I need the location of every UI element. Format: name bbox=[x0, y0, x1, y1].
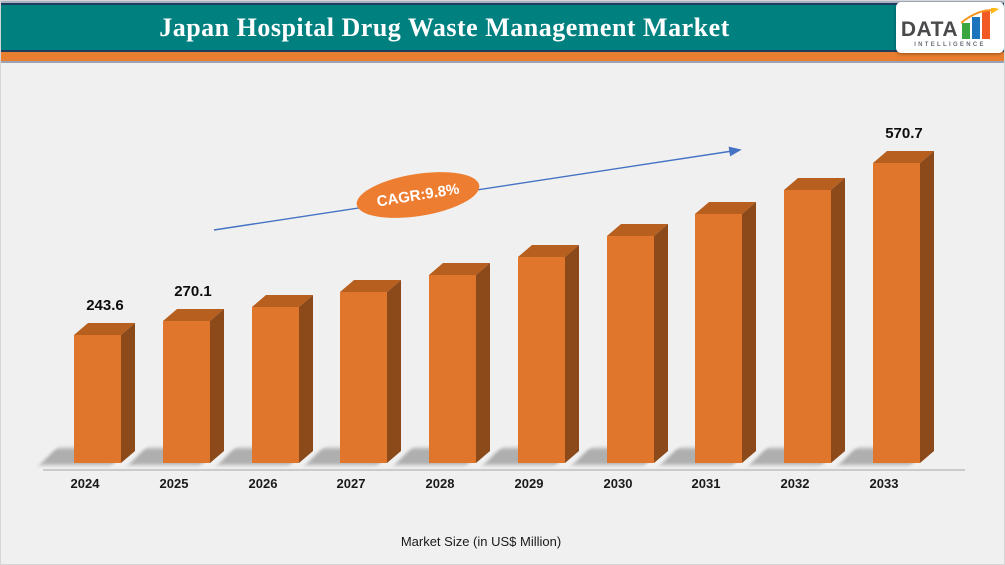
bar-front-face bbox=[74, 335, 121, 463]
x-tick-label-2033: 2033 bbox=[869, 476, 899, 491]
bar-front-face bbox=[163, 321, 210, 463]
bar-2029 bbox=[518, 245, 580, 463]
bar-front-face bbox=[429, 275, 476, 463]
header-accent-stripe bbox=[1, 52, 1004, 63]
logo-intelligence-wordmark: INTELLIGENCE bbox=[914, 41, 986, 48]
cagr-badge: CAGR:9.8% bbox=[353, 164, 483, 226]
bar-2033 bbox=[873, 151, 935, 463]
x-tick-label-2026: 2026 bbox=[248, 476, 278, 491]
x-tick-label-2027: 2027 bbox=[336, 476, 366, 491]
bar-2028 bbox=[429, 263, 491, 463]
bar-side-face bbox=[742, 202, 756, 463]
bar-side-face bbox=[476, 263, 490, 463]
bar-2032 bbox=[784, 178, 846, 463]
bar-side-face bbox=[565, 245, 579, 463]
brand-logo: DATA INTELLIGENCE bbox=[896, 2, 1004, 53]
x-tick-label-2025: 2025 bbox=[159, 476, 189, 491]
x-tick-label-2028: 2028 bbox=[425, 476, 455, 491]
bar-side-face bbox=[121, 323, 135, 463]
x-axis-line bbox=[43, 469, 965, 471]
bar-front-face bbox=[695, 214, 742, 463]
axis-caption: Market Size (in US$ Million) bbox=[400, 534, 562, 549]
header-bar: Japan Hospital Drug Waste Management Mar… bbox=[1, 1, 1004, 63]
bar-2027 bbox=[340, 280, 402, 463]
bar-side-face bbox=[920, 151, 934, 463]
header-top-border bbox=[1, 1, 1004, 3]
title-band: Japan Hospital Drug Waste Management Mar… bbox=[1, 3, 1004, 52]
x-tick-label-2024: 2024 bbox=[70, 476, 100, 491]
bar-side-face bbox=[831, 178, 845, 463]
bar-2025 bbox=[163, 309, 225, 463]
x-tick-label-2029: 2029 bbox=[514, 476, 544, 491]
value-label-2024: 243.6 bbox=[86, 297, 124, 314]
page-title: Japan Hospital Drug Waste Management Mar… bbox=[159, 12, 730, 42]
x-tick-label-2032: 2032 bbox=[780, 476, 810, 491]
bar-2031 bbox=[695, 202, 757, 463]
logo-growth-arrow-icon bbox=[961, 8, 994, 24]
x-tick-label-2031: 2031 bbox=[691, 476, 721, 491]
bar-side-face bbox=[387, 280, 401, 463]
bar-front-face bbox=[607, 236, 654, 463]
bar-side-face bbox=[210, 309, 224, 463]
cagr-label: CAGR:9.8% bbox=[375, 180, 461, 210]
bar-front-face bbox=[518, 257, 565, 463]
bar-front-face bbox=[252, 307, 299, 463]
logo-bars-icon bbox=[961, 7, 1000, 39]
logo-data-wordmark: DATA bbox=[900, 17, 959, 41]
bar-side-face bbox=[299, 295, 313, 463]
bar-2030 bbox=[607, 224, 669, 463]
bar-2026 bbox=[252, 295, 314, 463]
bar-front-face bbox=[873, 163, 920, 463]
value-label-2025: 270.1 bbox=[174, 283, 212, 300]
bar-2024 bbox=[74, 323, 136, 463]
value-label-2033: 570.7 bbox=[885, 125, 923, 142]
bar-front-face bbox=[784, 190, 831, 463]
bar-front-face bbox=[340, 292, 387, 463]
x-tick-label-2030: 2030 bbox=[603, 476, 633, 491]
bar-side-face bbox=[654, 224, 668, 463]
